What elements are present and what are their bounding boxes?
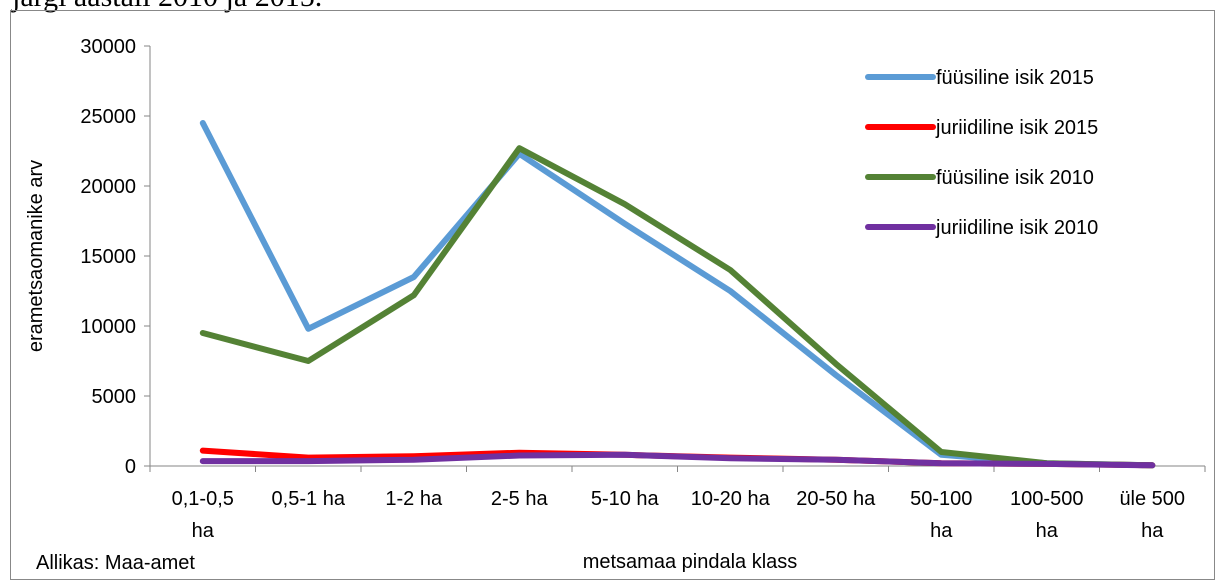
x-tick-label: 2-5 ha: [491, 488, 549, 510]
x-tick-label: 10-20 ha: [691, 488, 771, 510]
series-line: [199, 451, 1156, 469]
x-tick-label: 50-100 ha: [910, 488, 972, 542]
y-tick-label: 15000: [80, 246, 136, 268]
y-tick-label: 0: [125, 456, 136, 478]
legend-label: füüsiline isik 2015: [936, 67, 1094, 89]
x-tick-label: 20-50 ha: [796, 488, 876, 510]
x-tick-label: 100-500 ha: [1010, 488, 1083, 542]
page-heading: järgi aastali 2010 ja 2015.: [12, 0, 322, 14]
legend-label: juriidiline isik 2015: [935, 117, 1098, 139]
x-tick-label: üle 500 ha: [1119, 488, 1185, 542]
x-tick-label: 0,5-1 ha: [272, 488, 346, 510]
y-tick-label: 25000: [80, 106, 136, 128]
y-axis-title: erametsaomanike arv: [25, 160, 47, 352]
series-line: [199, 145, 1156, 469]
y-tick-label: 5000: [92, 386, 137, 408]
x-axis-title: metsamaa pindala klass: [583, 551, 798, 572]
x-tick-label: 0,1-0,5 ha: [172, 488, 234, 542]
legend-label: juriidiline isik 2010: [935, 217, 1098, 239]
x-tick-label: 5-10 ha: [591, 488, 660, 510]
y-tick-label: 20000: [80, 176, 136, 198]
y-tick-label: 30000: [80, 36, 136, 58]
x-tick-label: 1-2 ha: [385, 488, 443, 510]
legend-label: füüsiline isik 2010: [936, 167, 1094, 189]
y-tick-label: 10000: [80, 316, 136, 338]
source-note: Allikas: Maa-amet: [36, 552, 195, 574]
